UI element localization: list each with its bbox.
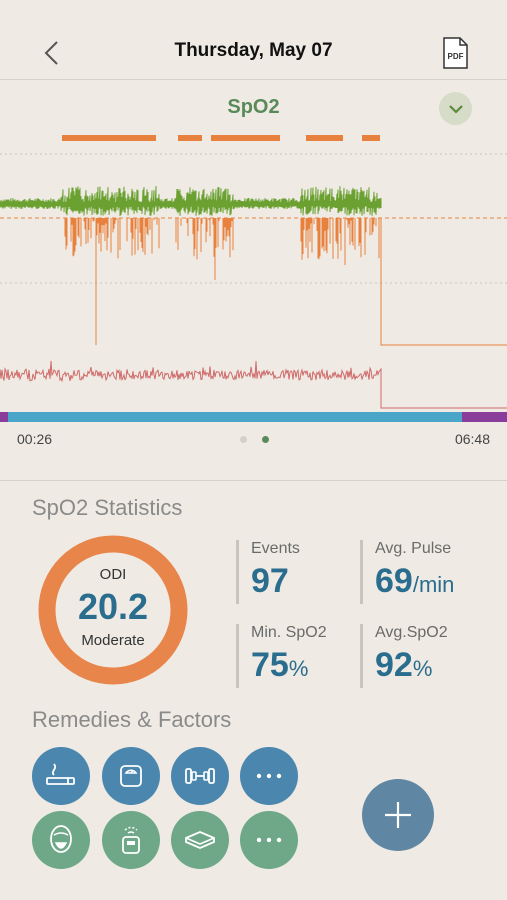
event-marker <box>211 135 280 141</box>
timeline-segment <box>0 412 8 422</box>
time-start-label: 00:26 <box>17 431 53 447</box>
event-marker <box>62 135 156 141</box>
timeline-segment <box>462 412 507 422</box>
add-remedy-button[interactable] <box>362 779 434 851</box>
odi-ring <box>38 535 188 685</box>
page-dot-active[interactable] <box>262 436 269 443</box>
divider <box>0 480 507 481</box>
more-icon <box>256 773 282 779</box>
remedy-pillow[interactable] <box>171 811 229 869</box>
event-marker <box>178 135 202 141</box>
odi-severity: Moderate <box>81 632 145 649</box>
stat-avg-pulse-value: 69/min <box>375 562 455 600</box>
remedy-cpap[interactable] <box>102 811 160 869</box>
remedy-more-remedies[interactable] <box>240 811 298 869</box>
pdf-icon: PDF <box>443 37 468 69</box>
stat-events: Events 97 <box>236 540 356 604</box>
remedy-more-factors[interactable] <box>240 747 298 805</box>
stat-min-spo2-label: Min. SpO2 <box>251 624 327 641</box>
collapse-button[interactable] <box>439 92 472 125</box>
remedy-exercise[interactable] <box>171 747 229 805</box>
event-markers <box>62 135 380 141</box>
spo2-trace <box>0 185 382 216</box>
stat-min-spo2-value: 75% <box>251 646 309 684</box>
pulse-trace <box>0 360 507 409</box>
cpap-mask-icon <box>50 825 72 853</box>
time-end-label: 06:48 <box>454 431 490 447</box>
pdf-icon-label: PDF <box>448 52 464 61</box>
pdf-export-button[interactable]: PDF <box>440 36 470 70</box>
stat-avg-pulse-label: Avg. Pulse <box>375 540 452 557</box>
stat-avg-spo2-label: Avg.SpO2 <box>375 624 448 641</box>
remedy-smoking[interactable] <box>32 747 90 805</box>
scale-icon <box>120 765 142 787</box>
plus-icon <box>385 802 411 828</box>
stat-events-label: Events <box>251 540 300 557</box>
stat-avg-spo2-value: 92% <box>375 646 433 684</box>
page-dot[interactable] <box>240 436 247 443</box>
smoking-icon <box>46 763 75 785</box>
page-title: Thursday, May 07 <box>174 40 333 61</box>
chevron-down-icon <box>448 104 463 114</box>
pillow-icon <box>185 831 215 849</box>
more-icon <box>256 837 282 843</box>
timeline-segment <box>8 412 462 422</box>
page-indicator <box>240 436 269 443</box>
header-bar: Thursday, May 07 PDF <box>0 0 507 80</box>
remedy-weight[interactable] <box>102 747 160 805</box>
timeline-bar <box>0 412 507 422</box>
dumbbell-icon <box>185 768 215 784</box>
remedies-section-title: Remedies & Factors <box>32 707 232 732</box>
chart-title: SpO2 <box>227 96 280 118</box>
odi-value: 20.2 <box>77 586 149 627</box>
stat-avg-pulse: Avg. Pulse 69/min <box>360 540 500 604</box>
chevron-left-icon <box>44 41 58 65</box>
spo2-chart[interactable] <box>0 130 507 426</box>
stat-avg-spo2: Avg.SpO2 92% <box>360 624 500 688</box>
cpap-machine-icon <box>122 826 140 854</box>
event-marker <box>362 135 380 141</box>
spo2-drop-trace <box>64 218 507 346</box>
event-marker <box>306 135 343 141</box>
back-button[interactable] <box>36 36 66 70</box>
stat-events-value: 97 <box>251 562 289 600</box>
stat-min-spo2: Min. SpO2 75% <box>236 624 356 688</box>
odi-label: ODI <box>99 566 127 583</box>
remedy-mask[interactable] <box>32 811 90 869</box>
stats-section-title: SpO2 Statistics <box>32 495 183 520</box>
